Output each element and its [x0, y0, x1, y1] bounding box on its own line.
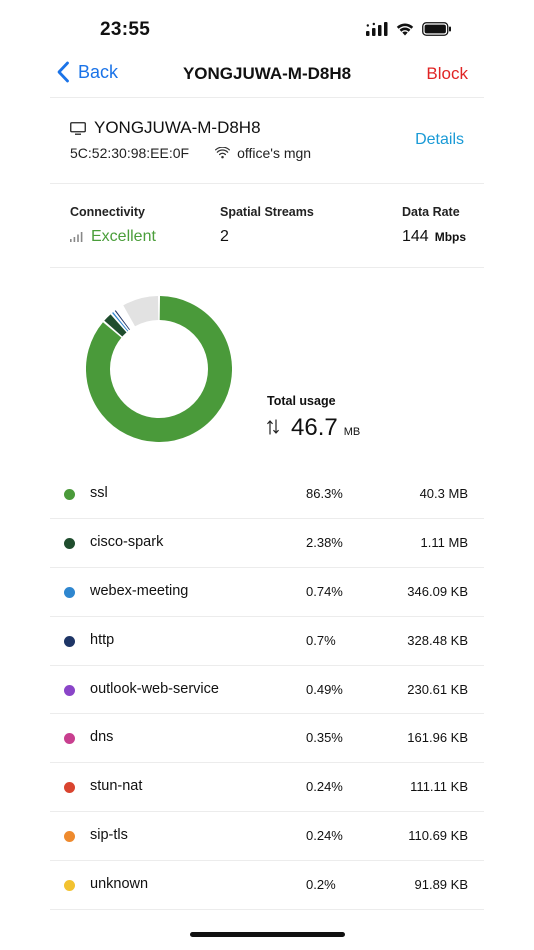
list-item[interactable]: unknown 0.2% 91.89 KB — [50, 861, 484, 911]
data-rate-unit: Mbps — [434, 230, 467, 244]
connectivity-value: Excellent — [91, 228, 156, 245]
donut-slice-other — [123, 296, 159, 327]
app-size: 1.11 MB — [420, 534, 468, 550]
stat-data-rate: Data Rate 144 Mbps — [402, 205, 466, 246]
stat-value: Excellent — [70, 228, 156, 246]
app-name: sip-tls — [90, 827, 128, 844]
app-size: 110.69 KB — [408, 828, 468, 844]
app-name: stun-nat — [90, 778, 143, 795]
total-usage-value-row: 46.7 MB — [267, 414, 360, 442]
app-size: 161.96 KB — [407, 730, 468, 746]
app-name: http — [90, 631, 115, 648]
list-item[interactable]: http 0.7% 328.48 KB — [50, 617, 484, 666]
list-item[interactable]: dns 0.35% 161.96 KB — [50, 714, 484, 764]
details-link[interactable]: Details — [415, 131, 464, 148]
device-meta: 5C:52:30:98:EE:0F office's mgn — [70, 145, 311, 161]
app-name: cisco-spark — [90, 533, 164, 550]
list-item[interactable]: sip-tls 0.24% 110.69 KB — [50, 812, 484, 862]
stat-spatial-streams: Spatial Streams 2 — [220, 205, 314, 246]
list-item[interactable]: stun-nat 0.24% 111.11 KB — [50, 763, 484, 813]
app-percent: 0.74% — [306, 583, 343, 599]
device-ssid-wrap: office's mgn — [215, 145, 311, 161]
donut-slice-http — [114, 310, 130, 331]
app-name: outlook-web-service — [90, 680, 219, 697]
stat-label: Spatial Streams — [220, 205, 314, 219]
legend-dot — [64, 537, 75, 549]
wifi-icon — [396, 23, 414, 36]
app-size: 328.48 KB — [407, 632, 468, 648]
data-rate-value: 144 — [402, 228, 429, 245]
usage-donut-chart — [86, 296, 232, 442]
app-percent: 0.7% — [306, 632, 336, 648]
app-name: ssl — [90, 485, 108, 501]
list-item[interactable]: outlook-web-service 0.49% 230.61 KB — [50, 666, 484, 715]
total-usage-unit: MB — [343, 426, 361, 438]
app-usage-list: ssl 86.3% 40.3 MB cisco-spark 2.38% 1.11 MB we… — [50, 470, 484, 911]
stat-value: 2 — [220, 228, 314, 246]
app-name: unknown — [90, 876, 149, 893]
stat-value: 144 Mbps — [402, 228, 466, 246]
back-label: Back — [78, 61, 119, 82]
block-button[interactable]: Block — [426, 64, 468, 83]
device-name-row: YONGJUWA-M-D8H8 — [70, 118, 261, 138]
list-item[interactable]: cisco-spark 2.38% 1.11 MB — [50, 519, 484, 568]
donut-slice-ssl — [86, 296, 232, 442]
back-button[interactable]: Back — [56, 61, 118, 83]
wifi-icon — [215, 147, 231, 159]
app-name: webex-meeting — [90, 582, 189, 599]
page-title: YONGJUWA-M-D8H8 — [182, 64, 352, 83]
device-card: YONGJUWA-M-D8H8 5C:52:30:98:EE:0F office… — [50, 98, 484, 184]
total-usage-value: 46.7 — [291, 414, 338, 441]
app-size: 346.09 KB — [407, 583, 468, 599]
signal-strength-icon — [70, 232, 83, 242]
legend-dot — [64, 489, 75, 500]
app-percent: 0.2% — [306, 877, 336, 893]
app-name: dns — [90, 729, 114, 746]
donut-slice-webex-meeting — [112, 312, 129, 332]
monitor-icon — [70, 121, 86, 135]
app-percent: 0.24% — [306, 779, 343, 795]
legend-dot — [64, 880, 75, 892]
connection-stats: Connectivity Excellent Spatial Streams 2… — [50, 184, 484, 268]
chevron-left-icon — [57, 61, 69, 83]
up-down-arrows-icon — [267, 419, 279, 435]
app-size: 111.11 KB — [410, 779, 468, 795]
status-bar: 23:55 — [0, 0, 534, 58]
legend-dot — [64, 684, 75, 696]
usage-section: Total usage 46.7 MB — [50, 268, 484, 468]
spatial-streams-value: 2 — [220, 228, 229, 245]
list-item[interactable]: webex-meeting 0.74% 346.09 KB — [50, 568, 484, 617]
app-percent: 0.24% — [306, 828, 343, 844]
status-icons — [366, 22, 452, 36]
divider — [50, 267, 484, 268]
stat-connectivity: Connectivity Excellent — [70, 205, 156, 246]
legend-dot — [64, 831, 75, 843]
nav-bar: Back YONGJUWA-M-D8H8 Block — [0, 58, 534, 98]
legend-dot — [64, 782, 75, 794]
app-size: 230.61 KB — [407, 681, 468, 697]
stat-label: Connectivity — [70, 205, 146, 219]
stat-label: Data Rate — [402, 205, 460, 219]
list-item[interactable]: ssl 86.3% 40.3 MB — [50, 470, 484, 519]
total-usage-label: Total usage — [267, 394, 336, 408]
divider — [50, 183, 484, 184]
legend-dot — [64, 635, 75, 647]
divider — [50, 97, 484, 98]
app-percent: 2.38% — [306, 534, 343, 550]
battery-icon — [422, 22, 451, 36]
app-percent: 86.3% — [306, 486, 343, 501]
app-percent: 0.35% — [306, 730, 343, 746]
app-size: 91.89 KB — [414, 877, 469, 893]
device-name: YONGJUWA-M-D8H8 — [94, 118, 261, 137]
status-time: 23:55 — [100, 19, 151, 40]
signal-icon — [366, 22, 388, 36]
app-percent: 0.49% — [306, 681, 343, 697]
legend-dot — [64, 586, 75, 598]
app-size: 40.3 MB — [419, 486, 468, 501]
donut-slice-cisco-spark — [104, 314, 127, 337]
device-ssid: office's mgn — [237, 145, 312, 161]
device-mac: 5C:52:30:98:EE:0F — [70, 145, 190, 161]
home-indicator — [190, 932, 345, 937]
legend-dot — [64, 733, 75, 745]
